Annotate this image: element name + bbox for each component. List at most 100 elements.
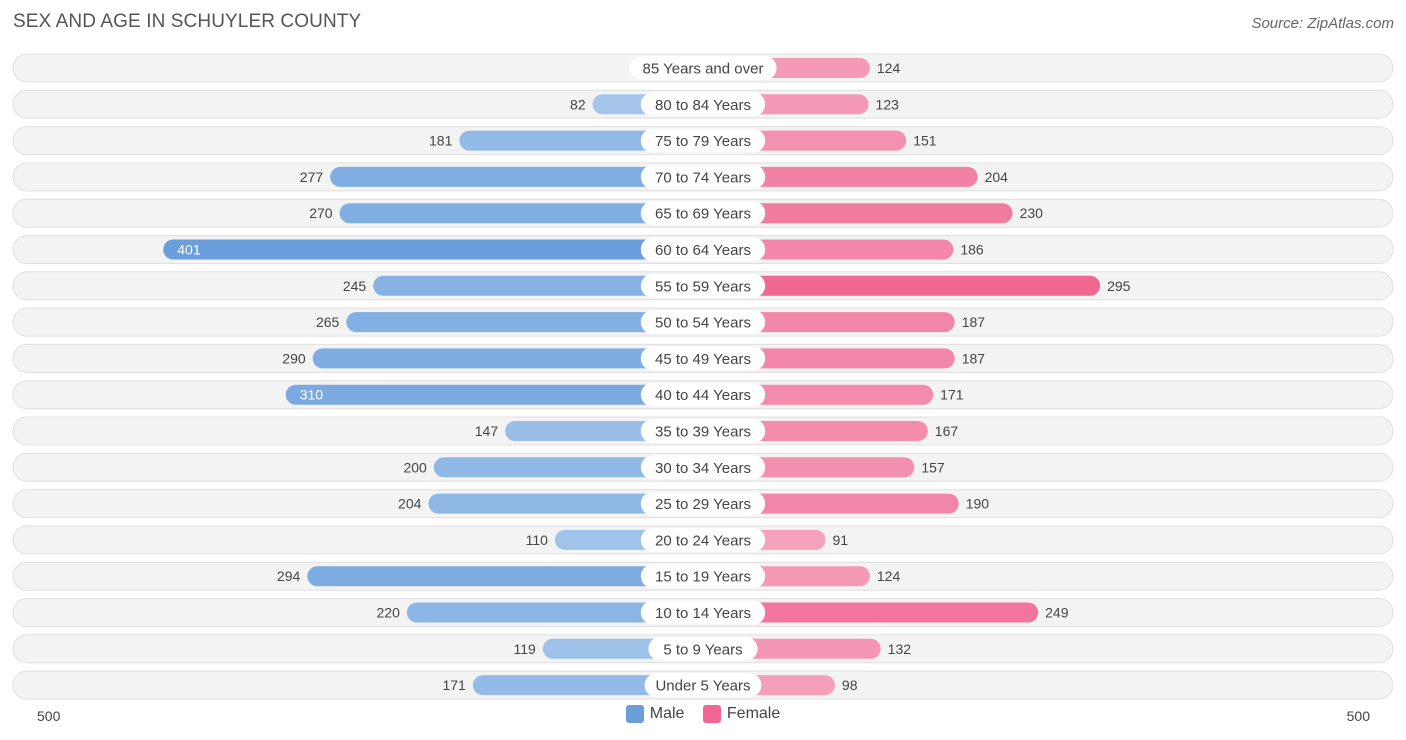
category-pill-15-to-19-years xyxy=(640,564,766,589)
female-value-25-to-29-years: 190 xyxy=(966,496,990,512)
female-value-85-years-and-over: 124 xyxy=(877,60,901,76)
female-value-30-to-34-years: 157 xyxy=(921,459,945,475)
category-label-25-to-29-years: 25 to 29 Years xyxy=(655,496,751,513)
male-bar-45-to-49-years xyxy=(312,348,703,369)
male-bar-15-to-19-years xyxy=(307,566,703,587)
female-value-50-to-54-years: 187 xyxy=(962,314,986,330)
category-label-30-to-34-years: 30 to 34 Years xyxy=(655,460,751,477)
male-value-30-to-34-years: 200 xyxy=(403,459,427,475)
category-pill-70-to-74-years xyxy=(640,164,766,189)
category-pill-5-to-9-years xyxy=(648,636,758,661)
female-value-15-to-19-years: 124 xyxy=(877,568,901,584)
legend-swatch-male xyxy=(625,705,644,723)
male-value-35-to-39-years: 147 xyxy=(475,423,499,439)
chart-legend: Male Female xyxy=(0,705,1406,728)
category-label-60-to-64-years: 60 to 64 Years xyxy=(655,242,751,259)
male-bar-10-to-14-years xyxy=(406,602,703,623)
category-label-5-to-9-years: 5 to 9 Years xyxy=(663,641,742,658)
male-bar-under-5-years xyxy=(472,675,703,696)
female-bar-10-to-14-years xyxy=(703,602,1039,623)
female-value-55-to-59-years: 295 xyxy=(1107,278,1131,294)
male-bar-70-to-74-years xyxy=(330,166,703,187)
female-bar-60-to-64-years xyxy=(703,239,954,260)
male-bar-30-to-34-years xyxy=(433,457,703,478)
male-value-40-to-44-years: 310 xyxy=(300,387,324,403)
female-value-35-to-39-years: 167 xyxy=(935,423,959,439)
category-pill-45-to-49-years xyxy=(640,346,766,371)
female-value-75-to-79-years: 151 xyxy=(913,133,937,149)
category-pill-60-to-64-years xyxy=(640,237,766,262)
category-pill-35-to-39-years xyxy=(640,419,766,443)
female-value-65-to-69-years: 230 xyxy=(1020,205,1044,221)
male-bar-60-to-64-years xyxy=(163,239,703,260)
male-value-20-to-24-years: 110 xyxy=(526,532,549,548)
female-value-5-to-9-years: 132 xyxy=(888,641,912,657)
male-bar-40-to-44-years xyxy=(285,384,703,405)
category-label-70-to-74-years: 70 to 74 Years xyxy=(655,169,751,186)
female-bar-45-to-49-years xyxy=(703,348,955,369)
category-label-40-to-44-years: 40 to 44 Years xyxy=(655,387,751,404)
category-label-35-to-39-years: 35 to 39 Years xyxy=(655,424,751,441)
female-bar-65-to-69-years xyxy=(703,203,1013,224)
female-bar-70-to-74-years xyxy=(703,166,978,187)
legend-item-male[interactable]: Male xyxy=(625,705,685,723)
category-label-75-to-79-years: 75 to 79 Years xyxy=(655,133,751,150)
male-value-50-to-54-years: 265 xyxy=(316,314,340,330)
category-label-10-to-14-years: 10 to 14 Years xyxy=(655,605,751,622)
category-pill-10-to-14-years xyxy=(640,600,766,625)
chart-title: SEX AND AGE IN SCHUYLER COUNTY xyxy=(13,11,362,32)
male-value-15-to-19-years: 294 xyxy=(277,568,301,584)
category-pill-under-5-years xyxy=(644,673,762,698)
legend-label-male: Male xyxy=(649,705,685,722)
category-pill-40-to-44-years xyxy=(640,382,766,407)
male-value-under-5-years: 171 xyxy=(442,677,466,693)
male-bar-65-to-69-years xyxy=(339,203,703,224)
category-pill-30-to-34-years xyxy=(640,455,766,480)
source-label: Source: ZipAtlas.com xyxy=(1251,15,1394,32)
category-label-55-to-59-years: 55 to 59 Years xyxy=(655,278,751,295)
axis-left-max-label: 500 xyxy=(37,708,61,724)
male-value-25-to-29-years: 204 xyxy=(398,496,422,512)
female-value-80-to-84-years: 123 xyxy=(876,96,900,112)
male-value-60-to-64-years: 401 xyxy=(177,242,201,258)
category-pill-85-years-and-over xyxy=(629,56,777,80)
axis-right-max-label: 500 xyxy=(1346,708,1370,724)
category-label-45-to-49-years: 45 to 49 Years xyxy=(655,351,751,368)
male-value-80-to-84-years: 82 xyxy=(570,96,586,112)
male-bar-55-to-59-years xyxy=(373,275,703,296)
category-label-15-to-19-years: 15 to 19 Years xyxy=(655,569,751,586)
female-value-under-5-years: 98 xyxy=(842,677,858,693)
category-pill-65-to-69-years xyxy=(640,201,766,226)
male-value-10-to-14-years: 220 xyxy=(377,605,401,621)
legend-label-female: Female xyxy=(726,705,781,722)
male-value-5-to-9-years: 119 xyxy=(513,641,536,657)
female-bar-25-to-29-years xyxy=(703,493,959,514)
male-value-75-to-79-years: 181 xyxy=(429,133,453,149)
female-bar-50-to-54-years xyxy=(703,312,955,333)
female-bar-55-to-59-years xyxy=(703,275,1101,296)
female-value-40-to-44-years: 171 xyxy=(940,387,964,403)
category-pill-80-to-84-years xyxy=(640,92,766,117)
category-label-50-to-54-years: 50 to 54 Years xyxy=(655,315,751,332)
legend-item-female[interactable]: Female xyxy=(702,705,781,723)
category-pill-20-to-24-years xyxy=(640,527,766,552)
category-label-under-5-years: Under 5 Years xyxy=(655,678,750,695)
female-value-60-to-64-years: 186 xyxy=(960,242,984,258)
female-value-20-to-24-years: 91 xyxy=(832,532,848,548)
male-value-55-to-59-years: 245 xyxy=(343,278,367,294)
female-value-45-to-49-years: 187 xyxy=(962,350,986,366)
female-value-70-to-74-years: 204 xyxy=(985,169,1009,185)
category-label-65-to-69-years: 65 to 69 Years xyxy=(655,206,751,223)
category-pill-25-to-29-years xyxy=(640,491,766,516)
legend-swatch-female xyxy=(702,705,721,723)
male-bar-25-to-29-years xyxy=(428,493,703,514)
category-label-80-to-84-years: 80 to 84 Years xyxy=(655,97,751,114)
category-label-20-to-24-years: 20 to 24 Years xyxy=(655,532,751,549)
category-pill-55-to-59-years xyxy=(640,273,766,298)
category-pill-50-to-54-years xyxy=(640,310,766,335)
category-label-85-years-and-over: 85 Years and over xyxy=(643,61,764,78)
category-pill-75-to-79-years xyxy=(640,128,766,153)
male-bar-50-to-54-years xyxy=(346,312,703,333)
male-value-65-to-69-years: 270 xyxy=(309,205,333,221)
male-value-45-to-49-years: 290 xyxy=(282,350,306,366)
